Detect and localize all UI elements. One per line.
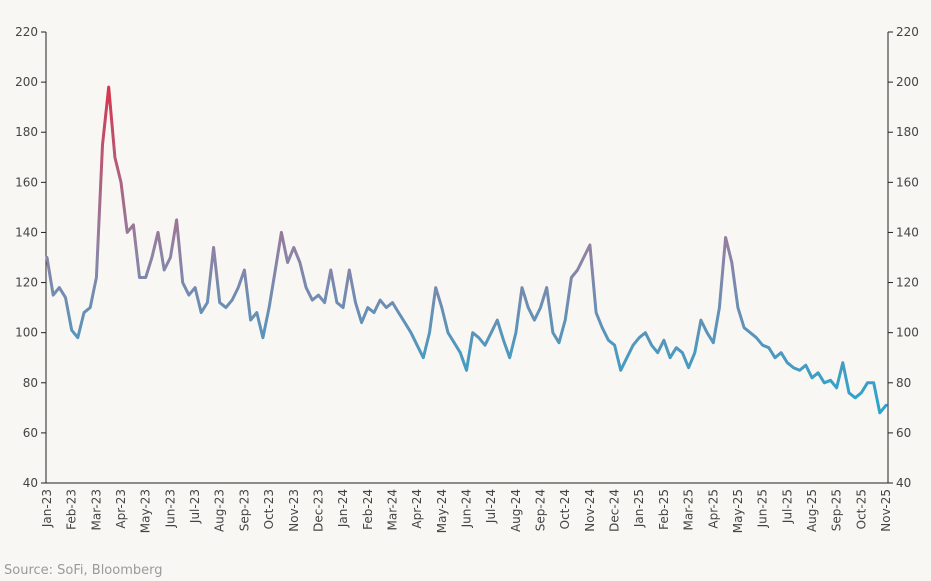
x-tick-label: Oct-23 [262, 489, 276, 529]
x-tick-label: Nov-24 [583, 489, 597, 532]
x-tick-label: Jul-24 [484, 489, 498, 524]
x-tick-label: Jul-23 [188, 489, 202, 524]
x-tick-label: Aug-24 [509, 489, 523, 532]
y-tick-label: 180 [15, 125, 38, 139]
y-tick-label: 200 [15, 75, 38, 89]
y-tick-label: 40 [23, 476, 38, 490]
x-tick-label: Mar-25 [682, 489, 696, 530]
y2-tick-label: 180 [896, 125, 919, 139]
x-tick-label: Jan-25 [632, 489, 646, 528]
x-tick-label: Aug-25 [805, 489, 819, 532]
x-tick-label: Sep-23 [237, 489, 251, 531]
x-tick-label: Jun-25 [756, 489, 770, 528]
y-tick-label: 140 [15, 225, 38, 239]
line [45, 85, 888, 415]
y2-tick-label: 160 [896, 175, 919, 189]
x-tick-label: Nov-23 [287, 489, 301, 532]
y-tick-label: 220 [15, 25, 38, 39]
x-tick-label: Jun-23 [163, 489, 177, 528]
x-tick-label: Nov-25 [879, 489, 893, 532]
y2-tick-label: 100 [896, 326, 919, 340]
source: Source: SoFi, Bloomberg [4, 563, 163, 578]
y-tick-label: 160 [15, 175, 38, 189]
x-tick-label: Feb-23 [65, 489, 79, 530]
y2-tick-label: 80 [896, 376, 911, 390]
y2-tick-label: 140 [896, 225, 919, 239]
x-tick-label: Apr-25 [706, 489, 720, 529]
x-tick-label: Dec-24 [608, 489, 622, 532]
y2-tick-label: 200 [896, 75, 919, 89]
x-tick-label: Sep-24 [534, 489, 548, 531]
y2-tick-label: 60 [896, 426, 911, 440]
y-tick-label: 80 [23, 376, 38, 390]
y2-tick-label: 220 [896, 25, 919, 39]
x-tick-label: Feb-24 [361, 489, 375, 530]
x-tick-label: Jul-25 [780, 489, 794, 524]
x-tick-label: Apr-24 [410, 489, 424, 529]
x-tick-label: May-24 [435, 489, 449, 533]
x-tick-label: May-25 [731, 489, 745, 533]
x-tick-label: Apr-23 [114, 489, 128, 529]
y-tick-label: 120 [15, 276, 38, 290]
y2-tick-label: 120 [896, 276, 919, 290]
x-tick-label: Oct-25 [854, 489, 868, 529]
x-tick-label: Dec-23 [311, 489, 325, 532]
y-tick-label: 100 [15, 326, 38, 340]
x-tick-label: Jan-23 [40, 489, 54, 528]
y2-tick-label: 40 [896, 476, 911, 490]
x-tick-label: Feb-25 [657, 489, 671, 530]
x-tick-label: May-23 [139, 489, 153, 533]
x-tick-label: Jun-24 [460, 489, 474, 528]
x-tick-label: Mar-24 [385, 489, 399, 530]
x-tick-label: Oct-24 [558, 489, 572, 529]
x-tick-label: Sep-25 [830, 489, 844, 531]
x-tick-label: Jan-24 [336, 489, 350, 528]
x-tick-label: Mar-23 [89, 489, 103, 530]
x-tick-label: Aug-23 [213, 489, 227, 532]
y-tick-label: 60 [23, 426, 38, 440]
